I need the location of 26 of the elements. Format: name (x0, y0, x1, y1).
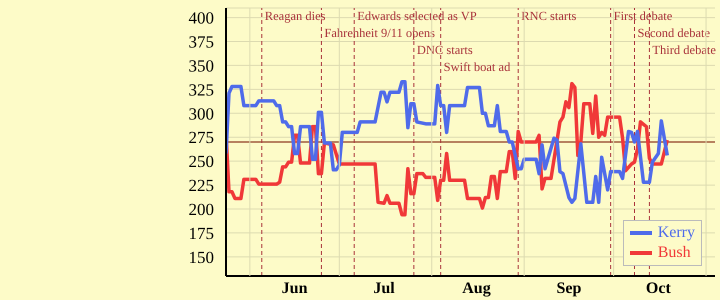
ref-line-label: Swift boat ad (444, 60, 512, 74)
legend-label: Kerry (658, 223, 695, 243)
ref-line-label: DNC starts (416, 43, 473, 57)
x-tick-label: Aug (462, 280, 491, 297)
y-tick-label: 200 (188, 200, 214, 219)
ref-line-label: Fahrenheit 9/11 opens (324, 26, 436, 40)
x-tick-label: Jun (282, 280, 308, 297)
y-tick-label: 225 (188, 176, 214, 196)
x-tick-label: Sep (556, 280, 582, 297)
y-tick-label: 325 (188, 80, 214, 100)
legend-label: Bush (658, 243, 691, 263)
ref-line-label: Reagan dies (264, 9, 326, 23)
y-tick-label: 150 (188, 248, 214, 267)
y-tick-label: 250 (188, 152, 214, 172)
y-tick-label: 400 (188, 8, 214, 28)
ref-line-label: RNC starts (521, 9, 577, 23)
ref-line-label: Third debate (652, 43, 716, 57)
y-tick-label: 300 (188, 104, 214, 124)
ref-line-label: Second debate (637, 26, 710, 40)
y-tick-label: 175 (188, 224, 214, 243)
y-tick-label: 375 (188, 32, 214, 52)
x-tick-label: Oct (646, 280, 672, 297)
ref-line-label: Edwards selected as VP (357, 9, 477, 23)
y-tick-label: 350 (188, 56, 214, 76)
x-tick-label: Jul (373, 280, 396, 297)
y-tick-label: 275 (188, 128, 214, 148)
